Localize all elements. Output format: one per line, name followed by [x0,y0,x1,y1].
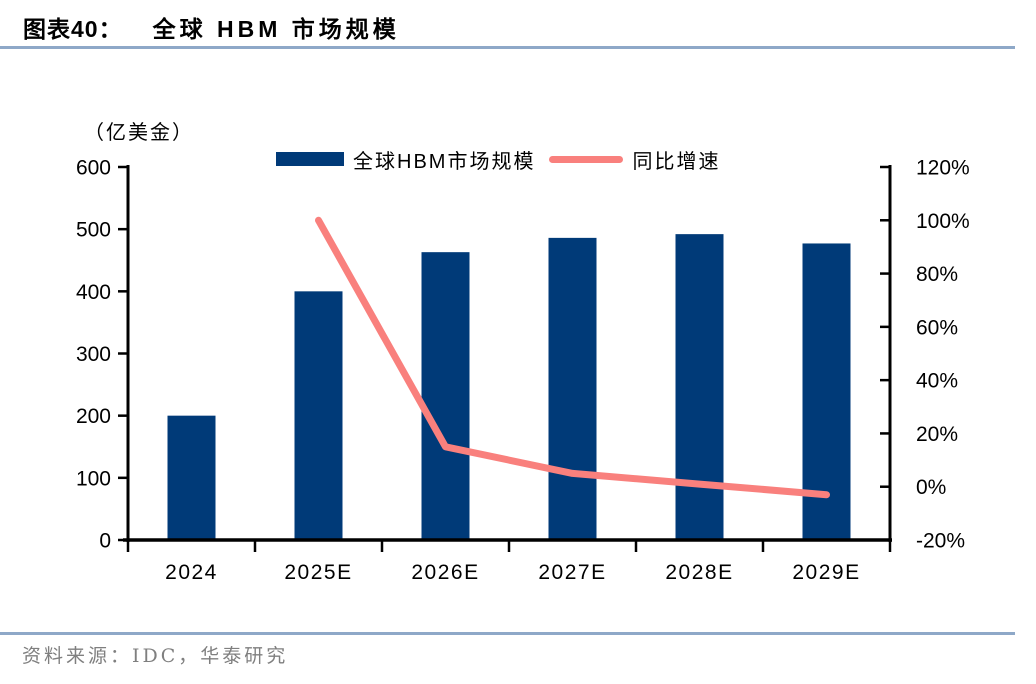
legend-bar-swatch [276,152,344,166]
y-axis-tick-label-left: 400 [76,281,111,304]
page-title: 全球 HBM 市场规模 [152,16,400,42]
bar [294,291,343,540]
yoy-growth-line [315,216,830,499]
bar [421,252,470,540]
x-axis-tick-label: 2029E [792,561,860,584]
footer-divider [0,632,1015,635]
source-note: 资料来源：IDC，华泰研究 [22,645,289,667]
legend-bar-label: 全球HBM市场规模 [353,150,536,173]
left-axis-unit-label: （亿美金） [84,122,194,144]
y-axis-tick-label-left: 0 [99,530,111,553]
y-axis-tick-label-left: 600 [76,157,111,180]
chart-legend: 全球HBM市场规模 同比增速 [276,145,720,173]
y-axis-tick-label-right: 0% [916,476,946,499]
x-axis-tick-label: 2025E [284,561,352,584]
bar [548,237,597,540]
title-divider [0,46,1015,49]
y-axis-tick-label-left: 200 [76,405,111,428]
y-axis-tick-label-left: 500 [76,219,111,242]
bar [167,415,216,540]
y-axis-tick-label-right: 100% [916,210,970,233]
bar [675,234,724,540]
y-axis-tick-label-left: 300 [76,343,111,366]
x-axis-tick-label: 2027E [538,561,606,584]
legend-line-swatch [549,155,624,163]
y-axis-tick-label-right: 60% [916,316,958,339]
y-axis-tick-label-right: 80% [916,263,958,286]
x-axis-tick-label: 2028E [665,561,733,584]
y-axis-tick-label-right: -20% [916,530,965,553]
y-axis-tick-label-left: 100 [76,467,111,490]
figure-title-row: 图表40： 全球 HBM 市场规模 [23,10,400,44]
y-axis-tick-label-right: 120% [916,157,970,180]
legend-line-label: 同比增速 [632,150,721,173]
x-axis-tick-label: 2026E [411,561,479,584]
y-axis-tick-label-right: 40% [916,370,958,393]
x-axis-tick-label: 2024 [165,561,218,584]
figure-number-label: 图表40： [23,16,123,42]
y-axis-tick-label-right: 20% [916,423,958,446]
